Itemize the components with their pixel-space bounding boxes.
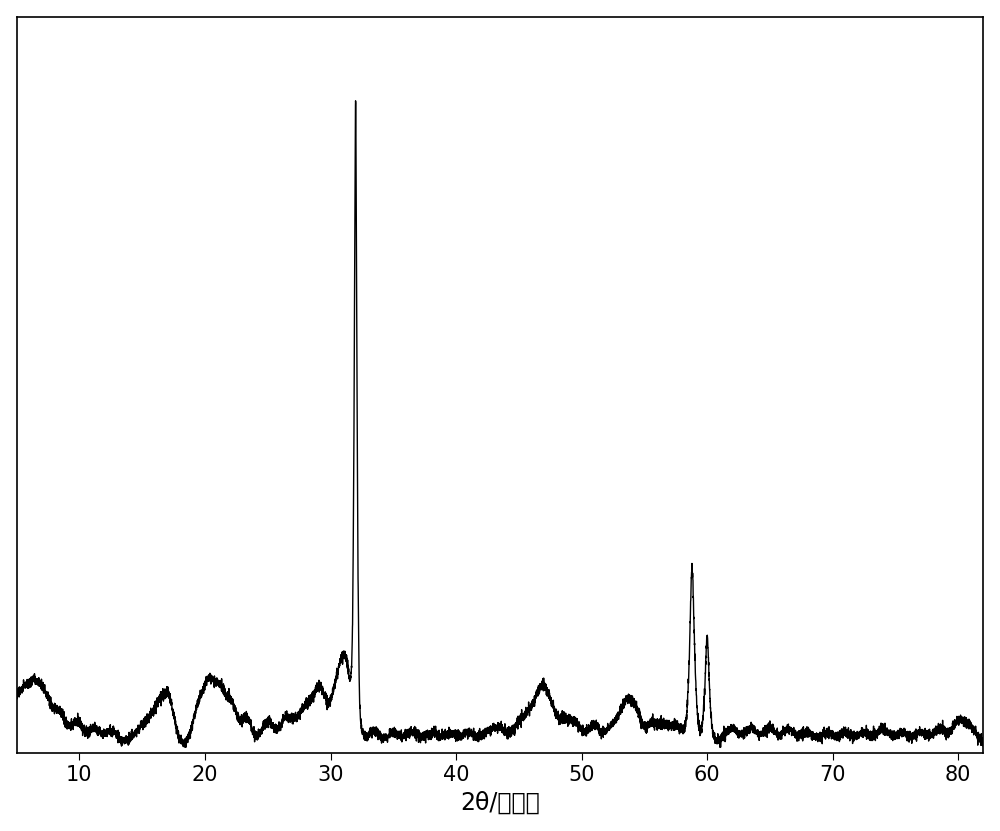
X-axis label: 2θ/衍射角: 2θ/衍射角 [460,790,540,814]
